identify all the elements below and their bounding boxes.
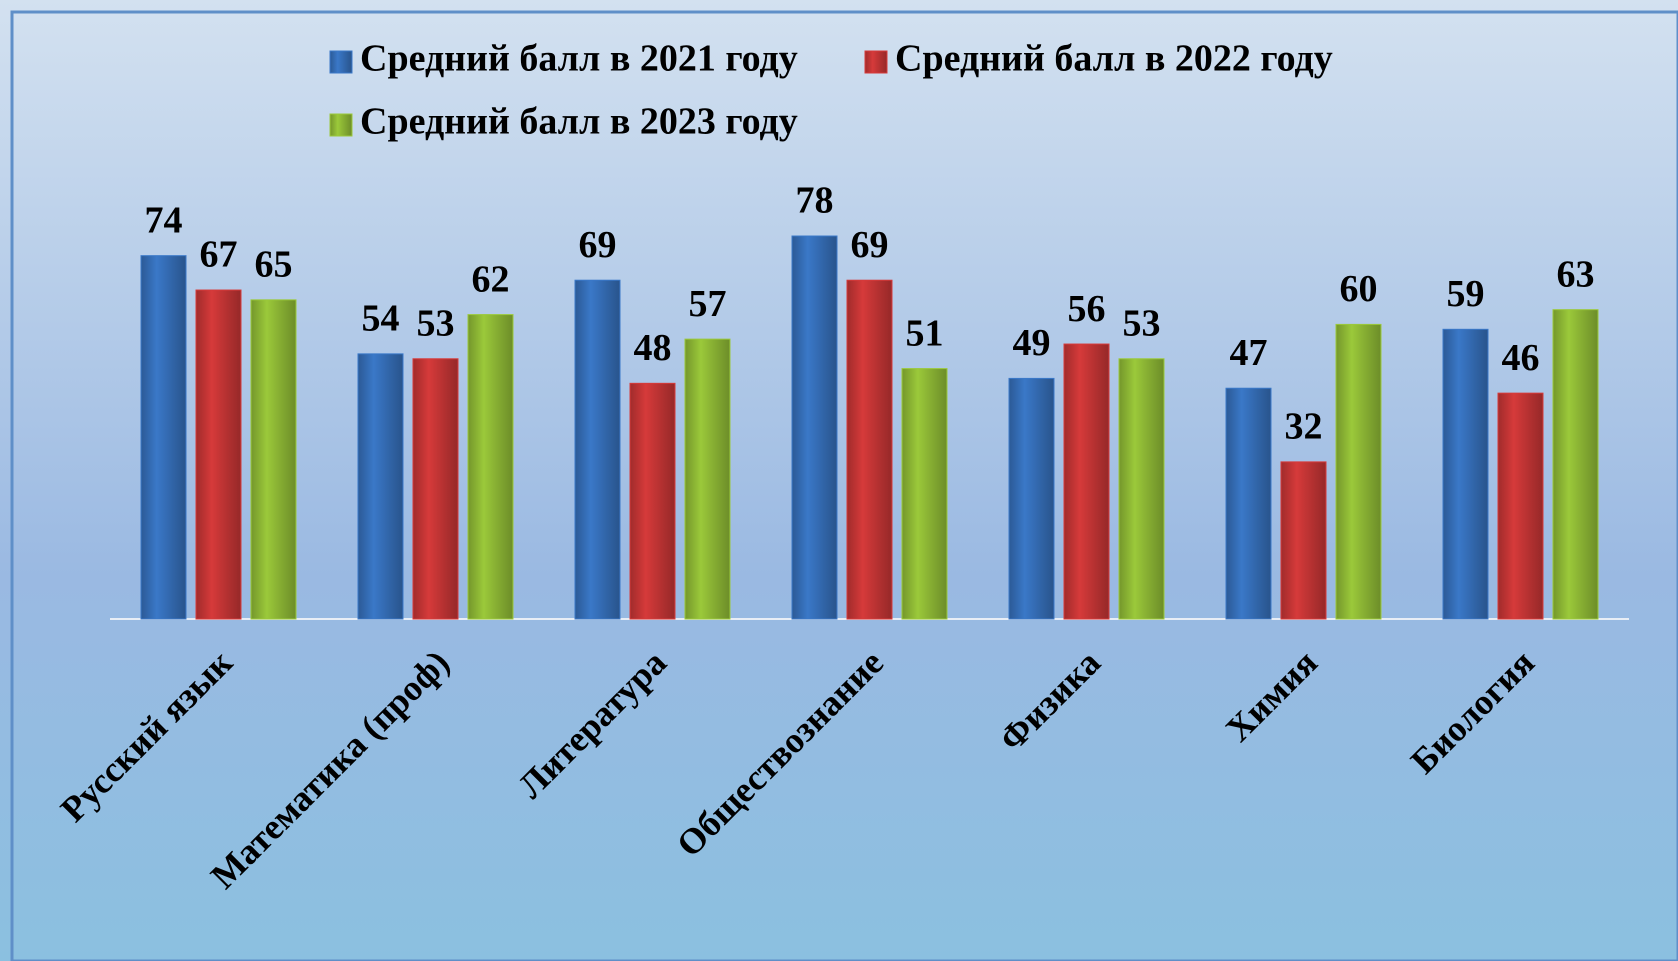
bar xyxy=(846,279,893,620)
legend-label: Средний балл в 2022 году xyxy=(895,38,1333,80)
data-label: 56 xyxy=(1068,288,1106,330)
legend-marker xyxy=(864,50,888,74)
data-label: 32 xyxy=(1285,406,1323,448)
legend-label: Средний балл в 2021 году xyxy=(360,38,798,80)
data-label: 57 xyxy=(689,283,727,325)
bar xyxy=(1225,387,1272,620)
data-label: 69 xyxy=(851,224,889,266)
legend-marker xyxy=(329,113,353,137)
legend-label: Средний балл в 2023 году xyxy=(360,101,798,143)
data-label: 62 xyxy=(472,258,510,300)
legend-marker xyxy=(329,50,353,74)
bar xyxy=(1008,377,1055,620)
bar xyxy=(412,358,459,620)
data-label: 63 xyxy=(1557,253,1595,295)
bar xyxy=(357,353,404,620)
data-label: 54 xyxy=(362,298,400,340)
bar xyxy=(1118,358,1165,620)
data-label: 67 xyxy=(200,234,238,276)
bar xyxy=(1552,309,1599,620)
data-label: 59 xyxy=(1447,273,1485,315)
data-label: 48 xyxy=(634,327,672,369)
frame xyxy=(10,10,1678,961)
data-label: 49 xyxy=(1013,322,1051,364)
bar xyxy=(574,279,621,620)
data-label: 51 xyxy=(906,312,944,354)
data-label: 74 xyxy=(145,199,183,241)
data-label: 53 xyxy=(1123,302,1161,344)
bar xyxy=(901,368,948,620)
bar xyxy=(684,338,731,620)
bar xyxy=(467,314,514,620)
bar xyxy=(195,289,242,620)
bar xyxy=(1497,392,1544,620)
data-label: 69 xyxy=(579,224,617,266)
bar xyxy=(791,235,838,620)
bar xyxy=(250,299,297,620)
bar xyxy=(629,382,676,620)
data-label: 46 xyxy=(1502,337,1540,379)
data-label: 78 xyxy=(796,180,834,222)
data-label: 47 xyxy=(1230,332,1268,374)
bar xyxy=(140,255,187,620)
bar xyxy=(1335,323,1382,620)
bar xyxy=(1063,343,1110,620)
data-label: 60 xyxy=(1340,268,1378,310)
bar xyxy=(1442,328,1489,620)
data-label: 53 xyxy=(417,302,455,344)
bar xyxy=(1280,461,1327,620)
data-label: 65 xyxy=(255,244,293,286)
